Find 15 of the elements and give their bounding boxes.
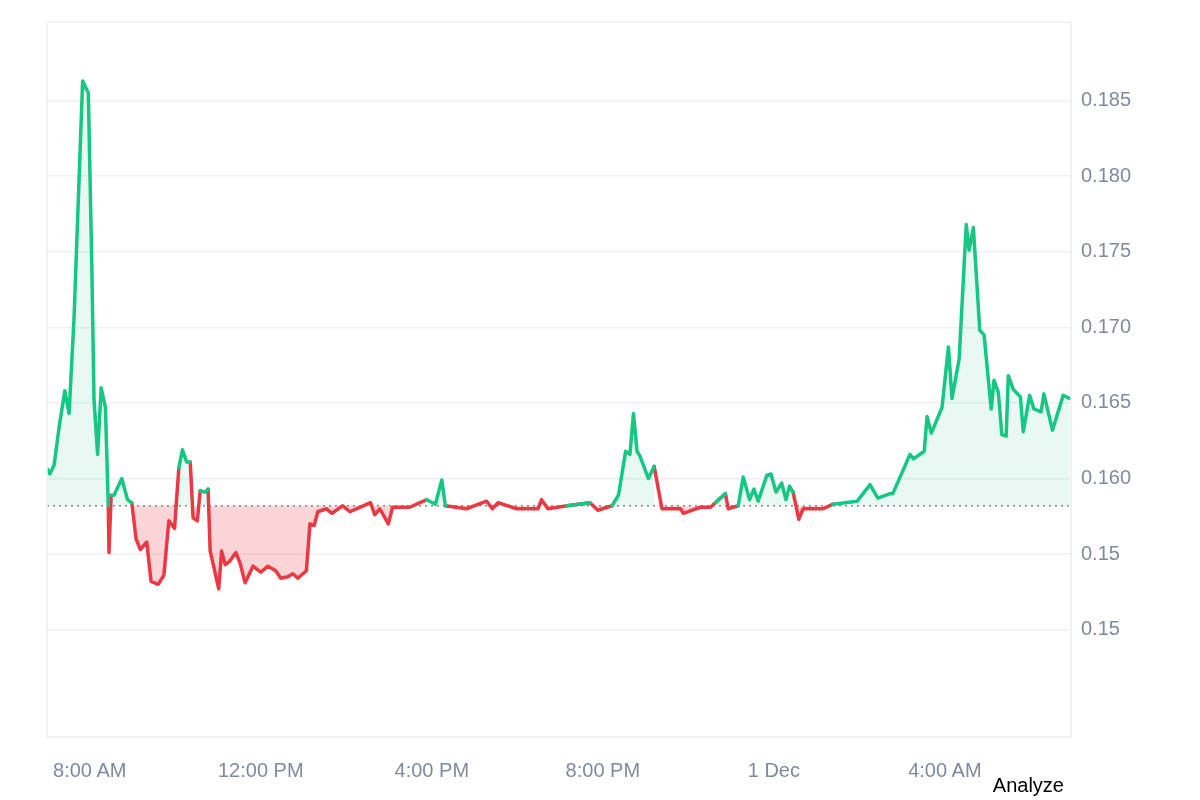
y-tick-label: 0.15 [1081, 617, 1120, 640]
y-tick-label: 0.165 [1081, 390, 1132, 413]
x-tick-label: 1 Dec [747, 758, 800, 781]
x-tick-label: 8:00 PM [565, 758, 641, 781]
x-tick-label: 12:00 PM [217, 758, 304, 781]
x-tick-label: 8:00 AM [53, 758, 127, 781]
y-tick-label: 0.170 [1081, 314, 1132, 337]
y-tick-label: 0.185 [1081, 88, 1132, 111]
y-tick-label: 0.15 [1081, 541, 1120, 564]
x-tick-label: 4:00 PM [394, 758, 470, 781]
text: Analyze [992, 773, 1064, 797]
x-tick-label: 4:00 AM [908, 758, 982, 781]
y-tick-label: 0.180 [1081, 163, 1132, 186]
y-tick-label: 0.160 [1081, 466, 1132, 489]
y-tick-label: 0.175 [1081, 239, 1132, 262]
